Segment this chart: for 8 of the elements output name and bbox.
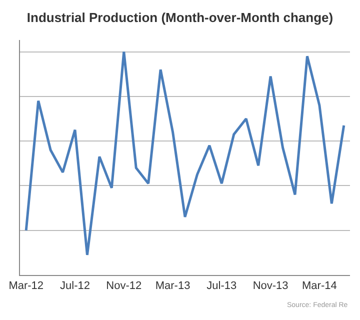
x-tick-label: Nov-12 [106,280,142,292]
chart-title: Industrial Production (Month-over-Month change) [26,10,334,25]
x-tick-label: Mar-14 [302,280,337,292]
x-tick-label: Jul-13 [206,280,237,292]
x-tick-label: Mar-12 [8,280,44,292]
x-tick-label: Mar-13 [155,280,190,292]
x-tick-label: Nov-13 [252,280,288,292]
x-tick-label: Jul-12 [60,280,90,292]
